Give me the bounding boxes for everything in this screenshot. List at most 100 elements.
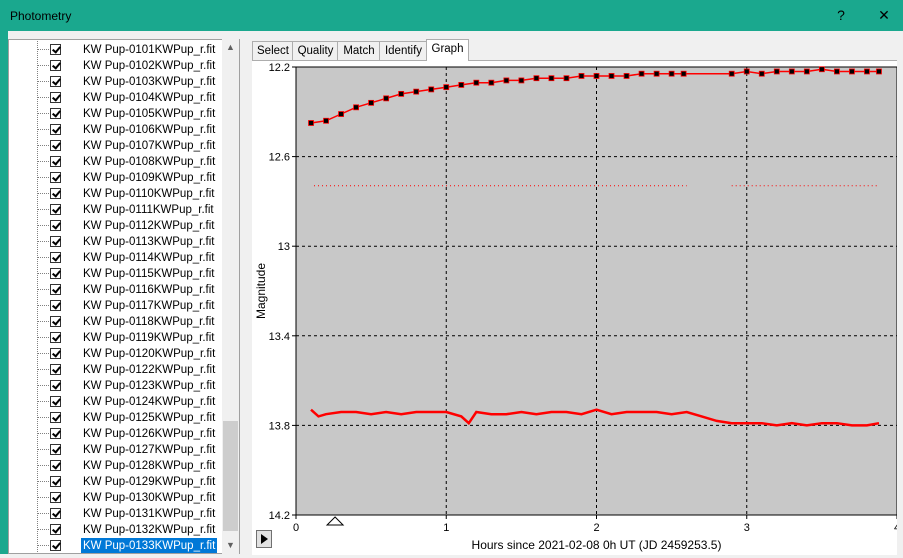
file-checkbox[interactable] bbox=[50, 348, 61, 359]
file-checkbox[interactable] bbox=[50, 524, 61, 535]
list-item[interactable]: KW Pup-0108KWPup_r.fit bbox=[9, 153, 224, 170]
file-checkbox[interactable] bbox=[50, 60, 61, 71]
scrollbar-thumb[interactable] bbox=[223, 421, 238, 531]
list-item[interactable]: KW Pup-0122KWPup_r.fit bbox=[9, 361, 224, 378]
list-item[interactable]: KW Pup-0127KWPup_r.fit bbox=[9, 441, 224, 458]
file-label[interactable]: KW Pup-0115KWPup_r.fit bbox=[83, 268, 215, 280]
file-label[interactable]: KW Pup-0120KWPup_r.fit bbox=[83, 348, 216, 360]
list-item[interactable]: KW Pup-0111KWPup_r.fit bbox=[9, 201, 224, 218]
scroll-down-icon[interactable]: ▼ bbox=[226, 540, 235, 550]
file-checkbox[interactable] bbox=[50, 108, 61, 119]
list-item[interactable]: KW Pup-0109KWPup_r.fit bbox=[9, 169, 224, 186]
file-label[interactable]: KW Pup-0104KWPup_r.fit bbox=[83, 92, 216, 104]
file-label[interactable]: KW Pup-0131KWPup_r.fit bbox=[83, 508, 216, 520]
tab-graph[interactable]: Graph bbox=[426, 39, 469, 61]
file-checkbox[interactable] bbox=[50, 188, 61, 199]
list-item[interactable]: KW Pup-0129KWPup_r.fit bbox=[9, 473, 224, 490]
list-item[interactable]: KW Pup-0101KWPup_r.fit bbox=[9, 41, 224, 58]
list-item[interactable]: KW Pup-0104KWPup_r.fit bbox=[9, 89, 224, 106]
list-item[interactable]: KW Pup-0128KWPup_r.fit bbox=[9, 457, 224, 474]
file-checkbox[interactable] bbox=[50, 300, 61, 311]
list-item[interactable]: KW Pup-0115KWPup_r.fit bbox=[9, 265, 224, 282]
file-label[interactable]: KW Pup-0107KWPup_r.fit bbox=[83, 140, 216, 152]
file-checkbox[interactable] bbox=[50, 204, 61, 215]
file-checkbox[interactable] bbox=[50, 492, 61, 503]
file-label[interactable]: KW Pup-0106KWPup_r.fit bbox=[83, 124, 216, 136]
file-checkbox[interactable] bbox=[50, 540, 61, 551]
file-checkbox[interactable] bbox=[50, 92, 61, 103]
file-label[interactable]: KW Pup-0124KWPup_r.fit bbox=[83, 396, 216, 408]
list-item[interactable]: KW Pup-0110KWPup_r.fit bbox=[9, 185, 224, 202]
list-item[interactable]: KW Pup-0117KWPup_r.fit bbox=[9, 297, 224, 314]
file-label[interactable]: KW Pup-0103KWPup_r.fit bbox=[83, 76, 216, 88]
file-tree[interactable]: KW Pup-0101KWPup_r.fit KW Pup-0102KWPup_r… bbox=[8, 39, 240, 554]
close-button[interactable]: ✕ bbox=[878, 7, 890, 23]
list-item[interactable]: KW Pup-0130KWPup_r.fit bbox=[9, 489, 224, 506]
play-icon[interactable] bbox=[256, 530, 272, 548]
file-checkbox[interactable] bbox=[50, 428, 61, 439]
file-label[interactable]: KW Pup-0127KWPup_r.fit bbox=[83, 444, 216, 456]
file-label[interactable]: KW Pup-0108KWPup_r.fit bbox=[83, 156, 216, 168]
list-item[interactable]: KW Pup-0131KWPup_r.fit bbox=[9, 505, 224, 522]
file-checkbox[interactable] bbox=[50, 140, 61, 151]
list-item[interactable]: KW Pup-0124KWPup_r.fit bbox=[9, 393, 224, 410]
file-checkbox[interactable] bbox=[50, 460, 61, 471]
file-checkbox[interactable] bbox=[50, 396, 61, 407]
file-checkbox[interactable] bbox=[50, 252, 61, 263]
tab-select[interactable]: Select bbox=[252, 41, 294, 60]
list-item[interactable]: KW Pup-0123KWPup_r.fit bbox=[9, 377, 224, 394]
file-checkbox[interactable] bbox=[50, 364, 61, 375]
file-checkbox[interactable] bbox=[50, 76, 61, 87]
file-label[interactable]: KW Pup-0101KWPup_r.fit bbox=[83, 44, 216, 56]
file-checkbox[interactable] bbox=[50, 332, 61, 343]
file-checkbox[interactable] bbox=[50, 124, 61, 135]
file-label[interactable]: KW Pup-0133KWPup_r.fit bbox=[81, 538, 218, 553]
list-item[interactable]: KW Pup-0102KWPup_r.fit bbox=[9, 57, 224, 74]
file-label[interactable]: KW Pup-0113KWPup_r.fit bbox=[83, 236, 215, 248]
file-checkbox[interactable] bbox=[50, 412, 61, 423]
file-label[interactable]: KW Pup-0116KWPup_r.fit bbox=[83, 284, 215, 296]
file-label[interactable]: KW Pup-0122KWPup_r.fit bbox=[83, 364, 216, 376]
list-item[interactable]: KW Pup-0118KWPup_r.fit bbox=[9, 313, 224, 330]
list-item[interactable]: KW Pup-0114KWPup_r.fit bbox=[9, 249, 224, 266]
list-item[interactable]: KW Pup-0106KWPup_r.fit bbox=[9, 121, 224, 138]
file-checkbox[interactable] bbox=[50, 156, 61, 167]
file-label[interactable]: KW Pup-0132KWPup_r.fit bbox=[83, 524, 216, 536]
help-button[interactable]: ? bbox=[837, 7, 845, 23]
file-checkbox[interactable] bbox=[50, 268, 61, 279]
file-checkbox[interactable] bbox=[50, 284, 61, 295]
file-label[interactable]: KW Pup-0129KWPup_r.fit bbox=[83, 476, 216, 488]
file-label[interactable]: KW Pup-0126KWPup_r.fit bbox=[83, 428, 216, 440]
scroll-up-icon[interactable]: ▲ bbox=[226, 42, 235, 52]
tab-match[interactable]: Match bbox=[337, 41, 381, 60]
file-label[interactable]: KW Pup-0109KWPup_r.fit bbox=[83, 172, 216, 184]
list-item[interactable]: KW Pup-0116KWPup_r.fit bbox=[9, 281, 224, 298]
list-item[interactable]: KW Pup-0120KWPup_r.fit bbox=[9, 345, 224, 362]
list-item[interactable]: KW Pup-0133KWPup_r.fit bbox=[9, 537, 224, 553]
list-item[interactable]: KW Pup-0113KWPup_r.fit bbox=[9, 233, 224, 250]
file-label[interactable]: KW Pup-0114KWPup_r.fit bbox=[83, 252, 215, 264]
file-checkbox[interactable] bbox=[50, 172, 61, 183]
list-item[interactable]: KW Pup-0103KWPup_r.fit bbox=[9, 73, 224, 90]
file-label[interactable]: KW Pup-0128KWPup_r.fit bbox=[83, 460, 216, 472]
list-item[interactable]: KW Pup-0132KWPup_r.fit bbox=[9, 521, 224, 538]
file-checkbox[interactable] bbox=[50, 508, 61, 519]
tree-scrollbar[interactable]: ▲ ▼ bbox=[222, 39, 239, 554]
file-label[interactable]: KW Pup-0123KWPup_r.fit bbox=[83, 380, 216, 392]
list-item[interactable]: KW Pup-0126KWPup_r.fit bbox=[9, 425, 224, 442]
file-label[interactable]: KW Pup-0117KWPup_r.fit bbox=[83, 300, 215, 312]
list-item[interactable]: KW Pup-0107KWPup_r.fit bbox=[9, 137, 224, 154]
file-checkbox[interactable] bbox=[50, 476, 61, 487]
list-item[interactable]: KW Pup-0105KWPup_r.fit bbox=[9, 105, 224, 122]
file-label[interactable]: KW Pup-0105KWPup_r.fit bbox=[83, 108, 216, 120]
file-label[interactable]: KW Pup-0111KWPup_r.fit bbox=[83, 204, 214, 216]
file-label[interactable]: KW Pup-0112KWPup_r.fit bbox=[83, 220, 215, 232]
list-item[interactable]: KW Pup-0119KWPup_r.fit bbox=[9, 329, 224, 346]
list-item[interactable]: KW Pup-0112KWPup_r.fit bbox=[9, 217, 224, 234]
file-checkbox[interactable] bbox=[50, 220, 61, 231]
tab-quality[interactable]: Quality bbox=[292, 41, 339, 60]
file-checkbox[interactable] bbox=[50, 44, 61, 55]
file-checkbox[interactable] bbox=[50, 380, 61, 391]
tab-identify[interactable]: Identify bbox=[379, 41, 428, 60]
file-label[interactable]: KW Pup-0119KWPup_r.fit bbox=[83, 332, 215, 344]
